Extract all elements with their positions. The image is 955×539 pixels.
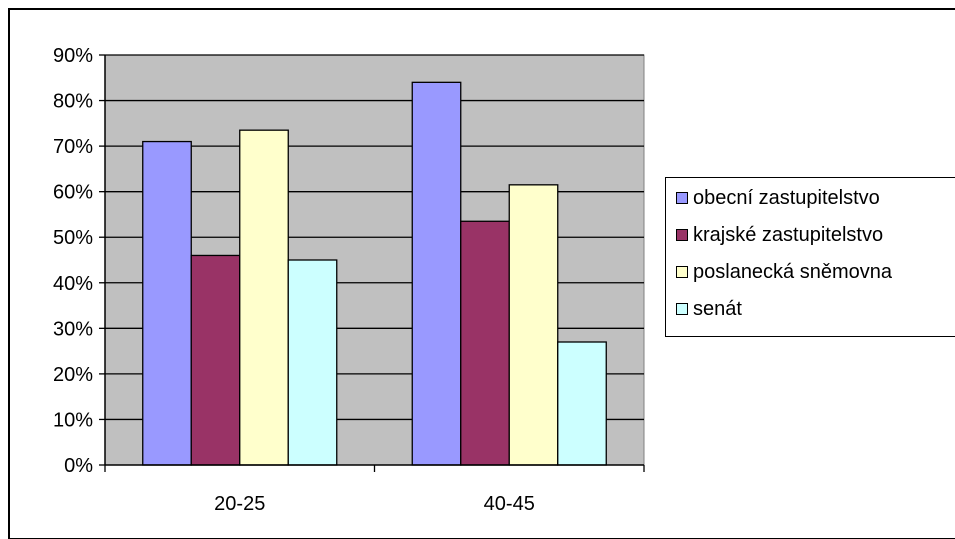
y-tick-label: 90% [53, 45, 93, 67]
legend-label: poslanecká sněmovna [693, 260, 893, 283]
legend-item: krajské zastupitelstvo [676, 224, 883, 246]
bar [239, 129, 289, 466]
y-tick-label: 60% [53, 182, 93, 204]
y-tick-label: 30% [53, 318, 93, 340]
legend-swatch [676, 266, 688, 278]
legend-label: obecní zastupitelstvo [693, 186, 880, 209]
bar [287, 259, 338, 466]
bar [460, 220, 510, 466]
bar [508, 184, 559, 466]
y-tick-label: 80% [53, 91, 93, 113]
legend-label: krajské zastupitelstvo [693, 223, 884, 246]
legend-swatch [676, 303, 688, 315]
legend-item: obecní zastupitelstvo [676, 187, 880, 209]
y-tick-label: 20% [53, 364, 93, 386]
legend-label: senát [693, 297, 742, 320]
legend-swatch [676, 229, 688, 241]
y-tick-label: 50% [53, 227, 93, 249]
legend-swatch [676, 192, 688, 204]
bar [557, 341, 607, 466]
y-tick-label: 40% [53, 273, 93, 295]
y-tick-label: 10% [53, 409, 93, 431]
y-tick-label: 0% [64, 455, 93, 477]
x-tick-label: 20-25 [214, 493, 265, 515]
bar [190, 254, 241, 466]
legend-item: senát [676, 298, 742, 320]
y-tick-label: 70% [53, 136, 93, 158]
bar [411, 81, 462, 466]
legend-item: poslanecká sněmovna [676, 261, 892, 283]
bar [142, 140, 192, 466]
x-tick-label: 40-45 [484, 493, 535, 515]
legend: obecní zastupitelstvo krajské zastupitels… [665, 177, 955, 337]
